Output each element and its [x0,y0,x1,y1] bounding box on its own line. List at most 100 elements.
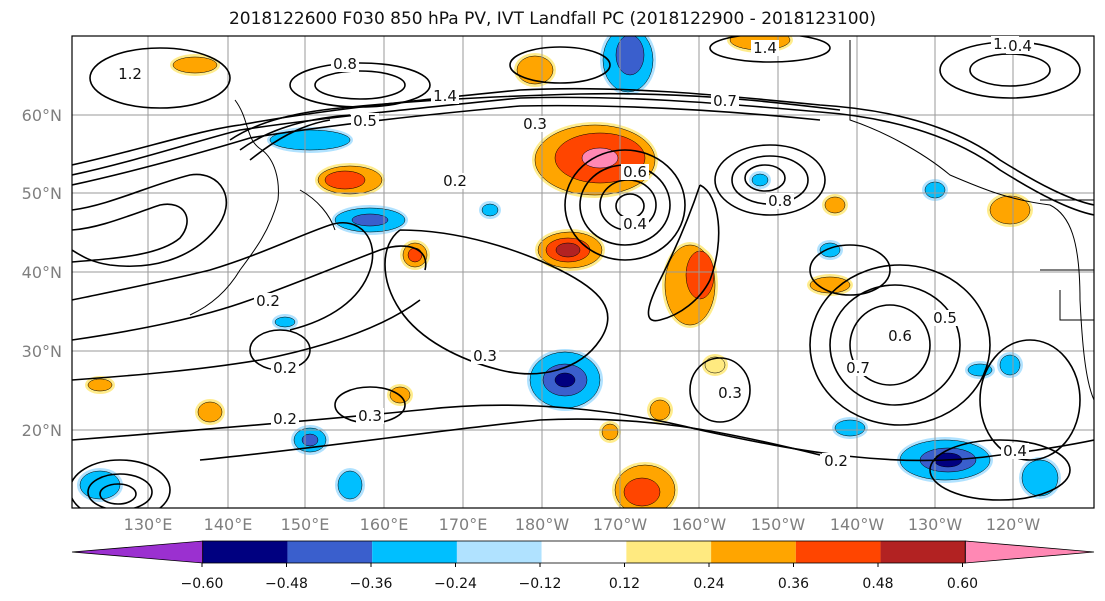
contour-label-bg [116,66,144,82]
longitude-labels: 130°E 140°E 150°E 160°E 170°E 180°W 170°W 160°W… [124,515,1041,534]
lon-label: 150°E [281,515,330,534]
contour-label: 0.4 [1003,442,1027,460]
anomaly-blob [172,56,218,74]
contour-label-bg [271,360,299,376]
colorbar-frame [202,540,966,564]
colorbar-segment [626,541,712,563]
colorbar-tick-label: −0.48 [265,576,308,592]
lon-label: 170°E [439,515,488,534]
colorbar-segment [456,541,542,563]
anomaly-blob [999,354,1021,376]
anomaly-blob [555,242,581,258]
anomaly-blob [554,372,576,388]
contour-label-bg [886,328,914,344]
colorbar-tick-label: 0.24 [693,576,724,592]
anomaly-blob [581,147,619,169]
contour-label: 0.2 [273,359,297,377]
colorbar-segment [880,541,966,563]
anomaly-blob [685,250,715,300]
contour-label: 0.6 [623,163,647,181]
contour-label-bg [331,56,359,72]
map-title: 2018122600 F030 850 hPa PV, IVT Landfall… [228,9,876,29]
contour-label-bg [1001,443,1029,459]
contour-label: 0.8 [333,55,357,73]
colorbar-segment [541,541,627,563]
contour-label-bg [254,293,282,309]
colorbar-tick-label: −0.36 [350,576,393,592]
contour-label-bg [931,310,959,326]
contour-label: 0.8 [768,192,792,210]
lon-label: 130°E [124,515,173,534]
anomaly-blob [407,247,423,263]
lon-label: 160°W [672,515,727,534]
anomaly-blob [824,196,846,214]
contour-label: 0.3 [523,115,547,133]
colorbar-segment [795,541,881,563]
contour-label: 0.2 [256,292,280,310]
anomaly-blob [274,316,296,328]
colorbar-tick-label: −0.12 [519,576,562,592]
anomaly-blob [751,173,769,187]
colorbar-tick-label: −0.24 [434,576,477,592]
anomaly-blob [819,242,841,258]
contour-label-bg [351,113,379,129]
contour-labels: 1.2 0.8 1.4 0.5 0.3 0.2 0.4 0.6 0.7 0.2 0.2 0.3 0.2 0… [116,35,1034,470]
anomaly-blob [481,203,499,217]
contour-label: 1.4 [753,39,777,57]
colorbar [71,540,1095,564]
colorbar-tick-label: 0.48 [862,576,893,592]
lon-label: 140°E [204,515,253,534]
contour-label-bg [471,348,499,364]
contour-label: 0.3 [473,347,497,365]
contour-label: 0.5 [353,112,377,130]
contour-label: 0.7 [846,359,870,377]
contour-label-bg [441,173,469,189]
coastlines [189,40,1094,401]
colorbar-tick-label: 0.12 [609,576,640,592]
colorbar-arrow-right [964,540,1095,564]
latitude-labels: 60°N 50°N 40°N 30°N 20°N [22,106,62,440]
lat-label: 50°N [22,184,62,203]
contour-label-bg [356,408,384,424]
anomaly-blob [351,213,389,227]
anomaly-blob [87,378,113,392]
contour-label-bg [716,385,744,401]
anomaly-blob [615,36,645,76]
anomaly-blob [301,433,319,447]
lon-label: 150°W [751,515,806,534]
contour-label-bg [766,193,794,209]
anomaly-blob [989,195,1031,225]
contour-label: 0.4 [623,215,647,233]
lat-label: 30°N [22,342,62,361]
anomaly-blob [324,170,366,190]
anomaly-blob [197,401,223,423]
lon-label: 180°W [515,515,570,534]
colorbar-arrow-left [71,540,204,564]
anomaly-blob [704,356,726,374]
colorbar-ticks: −0.60 −0.48 −0.36 −0.24 −0.12 0.12 0.24 0.36 0.4… [181,563,978,592]
graticule [72,36,1094,508]
contour-label: 0.3 [358,407,382,425]
contour-label-bg [431,88,459,104]
colorbar-segment [202,541,288,563]
colorbar-segment [372,541,457,563]
contour-label-bg [751,40,779,56]
contour-label: 0.2 [443,172,467,190]
anomaly-blob [516,55,554,85]
contour-label: 1.2 [118,65,142,83]
contour-label-bg [822,453,850,469]
contour-label-bg [711,93,739,109]
anomaly-blob [1021,459,1059,497]
anomaly-blob [649,399,671,421]
colorbar-tick-label: 0.36 [778,576,809,592]
anomaly-blob [601,423,619,441]
anomaly-blob [623,477,661,507]
lon-label: 130°W [908,515,963,534]
colorbar-segment [287,541,373,563]
contour-label-bg [1006,38,1034,54]
contour-label: 0.5 [933,309,957,327]
map-frame [71,35,1095,509]
lat-label: 60°N [22,106,62,125]
lat-label: 40°N [22,263,62,282]
